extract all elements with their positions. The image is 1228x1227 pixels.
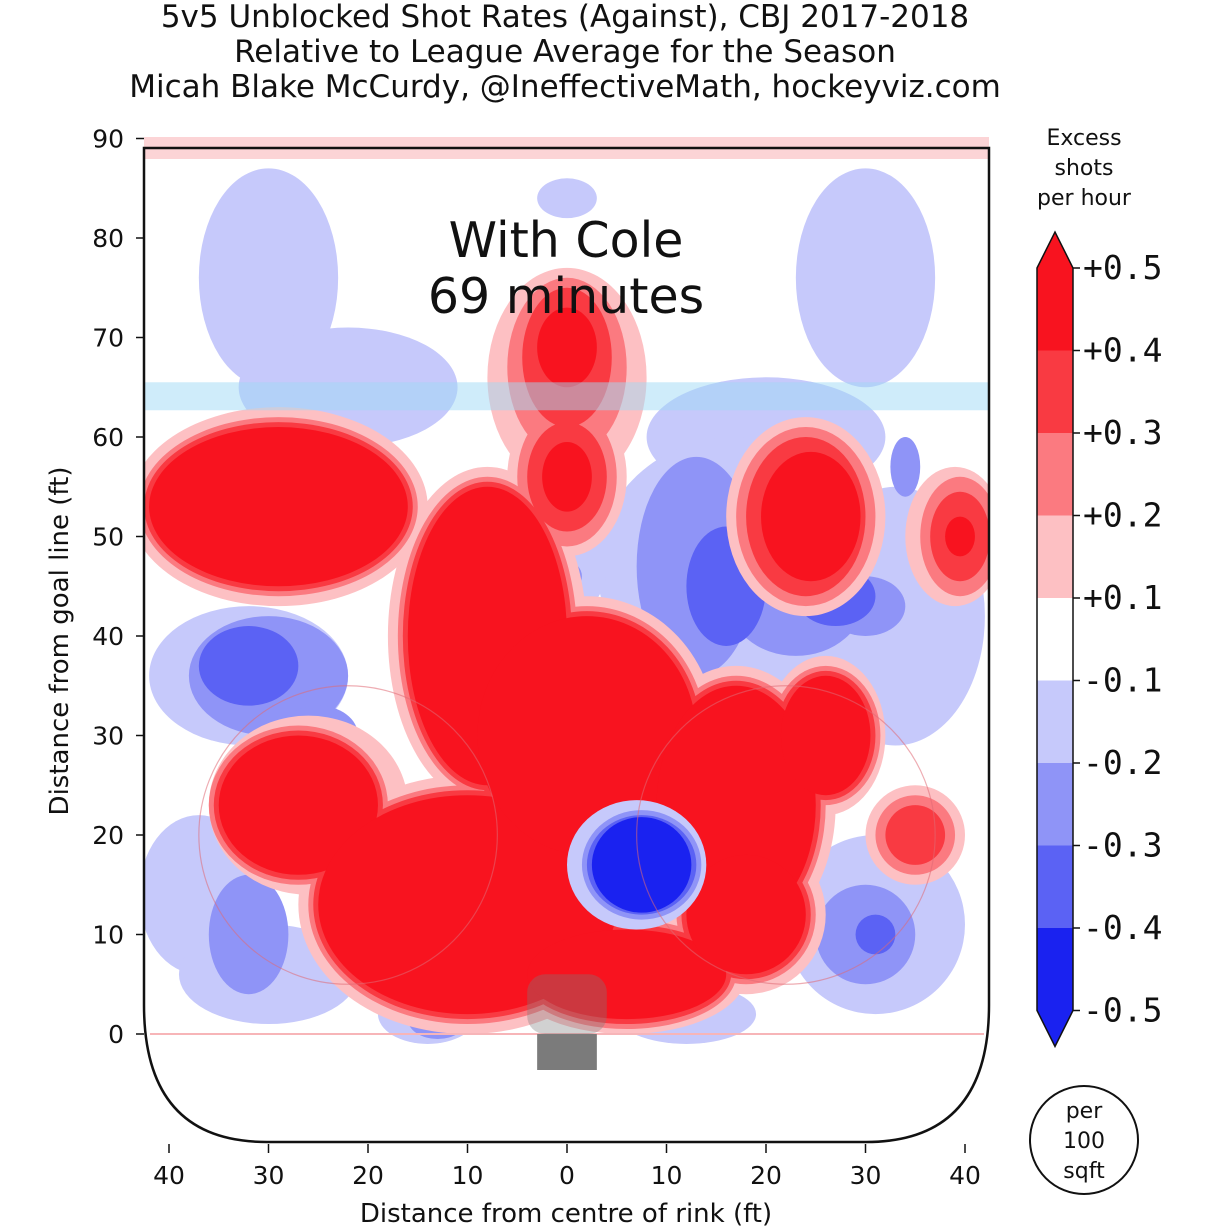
contour-region (198, 626, 299, 706)
faceoff-circle-left (198, 685, 498, 985)
y-tick-label: 90 (92, 125, 124, 154)
x-tick-label: 40 (153, 1161, 185, 1190)
x-tick-label: 0 (559, 1161, 575, 1190)
x-tick-label: 20 (352, 1161, 384, 1190)
contour-region (208, 874, 289, 995)
annotation-minutes: 69 minutes (428, 268, 704, 325)
y-tick-label: 0 (108, 1020, 124, 1049)
colorbar-title-line: per hour (1037, 186, 1132, 211)
chart-title-line-2: Relative to League Average for the Seaso… (234, 34, 896, 70)
x-tick-label: 40 (949, 1161, 981, 1190)
contour-region (855, 914, 896, 955)
contour-region (527, 929, 727, 1020)
rink-boards (142, 146, 991, 1144)
colorbar-tick-label: +0.1 (1083, 578, 1162, 617)
annotation-player: With Cole (449, 212, 684, 269)
x-tick-label: 10 (651, 1161, 683, 1190)
contour-region (218, 735, 378, 875)
colorbar-title-line: Excess (1046, 126, 1121, 151)
faceoff-circle-right (636, 685, 936, 985)
y-tick-label: 20 (92, 821, 124, 850)
y-tick-label: 10 (92, 921, 124, 950)
contour-region (542, 441, 592, 512)
goal-crease (527, 974, 607, 1034)
contour-region (945, 516, 975, 557)
contour-region (198, 168, 339, 388)
colorbar-tick-label: -0.4 (1083, 908, 1162, 947)
x-tick-label: 10 (452, 1161, 484, 1190)
contour-region (686, 854, 806, 975)
heatmap-contours (144, 148, 989, 1142)
colorbar-under-arrow (1037, 1010, 1073, 1047)
colorbar-tick-label: -0.3 (1083, 826, 1162, 865)
contour-region (890, 437, 921, 497)
contour-region (537, 178, 597, 219)
y-tick-label: 30 (92, 722, 124, 751)
colorbar-segment (1037, 268, 1073, 351)
contour-region (537, 307, 597, 388)
colorbar-segment (1037, 515, 1073, 599)
colorbar-tick-label: -0.2 (1083, 743, 1162, 782)
colorbar-tick-label: -0.5 (1083, 991, 1162, 1030)
colorbar-tick-label: -0.1 (1083, 661, 1162, 700)
rink-markings (142, 137, 991, 1144)
y-tick-label: 70 (92, 324, 124, 353)
contour-region (149, 427, 408, 587)
colorbar-segment (1037, 350, 1073, 434)
units-circle (1029, 1085, 1139, 1195)
goal-net (537, 1034, 597, 1070)
contour-region (780, 675, 871, 796)
y-tick-label: 50 (92, 523, 124, 552)
x-axis-label: Distance from centre of rink (ft) (360, 1199, 772, 1227)
units-label-line: 100 (1063, 1129, 1105, 1154)
units-label-line: per (1066, 1099, 1104, 1124)
chart-title-line-1: 5v5 Unblocked Shot Rates (Against), CBJ … (160, 0, 970, 35)
axes: 0 10 20 30 40 50 60 70 80 90 40 30 20 10 0 10 20 30 40 Dist… (45, 125, 981, 1227)
x-tick-label: 30 (850, 1161, 882, 1190)
contour-region (591, 817, 692, 913)
colorbar-segment (1037, 763, 1073, 846)
chart-title: 5v5 Unblocked Shot Rates (Against), CBJ … (0, 0, 1130, 105)
colorbar-segment (1037, 433, 1073, 516)
y-tick-label: 60 (92, 423, 124, 452)
y-tick-label: 40 (92, 622, 124, 651)
colorbar-title-line: shots (1055, 156, 1114, 181)
colorbar-tick-label: +0.3 (1083, 413, 1162, 452)
chart-title-line-3: Micah Blake McCurdy, @IneffectiveMath, h… (129, 69, 1001, 105)
contour-region (885, 805, 946, 865)
colorbar-segment (1037, 928, 1073, 1011)
colorbar-tick-label: +0.2 (1083, 496, 1162, 535)
colorbar-over-arrow (1037, 232, 1073, 268)
colorbar-segment (1037, 598, 1073, 681)
y-tick-label: 80 (92, 224, 124, 253)
contour-region (795, 168, 936, 388)
y-axis-label: Distance from goal line (ft) (45, 467, 75, 816)
contour-region (761, 451, 861, 582)
colorbar-segment (1037, 845, 1073, 929)
x-tick-label: 20 (750, 1161, 782, 1190)
colorbar: +0.5 +0.4 +0.3 +0.2 +0.1 -0.1 -0.2 -0.3 -0.4 -0.5… (1029, 126, 1162, 1195)
x-tick-label: 30 (253, 1161, 285, 1190)
units-label-line: sqft (1063, 1159, 1105, 1184)
colorbar-tick-label: +0.4 (1083, 331, 1162, 370)
colorbar-tick-label: +0.5 (1083, 248, 1162, 287)
colorbar-segment (1037, 680, 1073, 764)
blue-line (144, 382, 989, 411)
